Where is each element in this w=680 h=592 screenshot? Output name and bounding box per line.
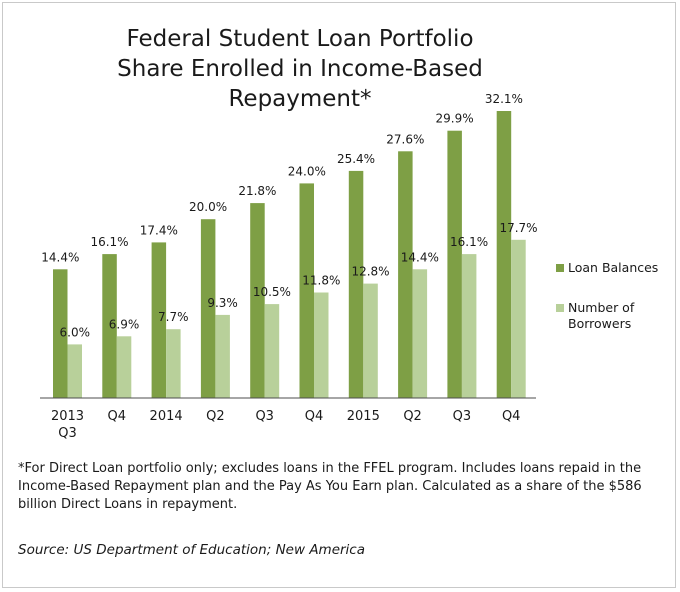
legend-label-number-of-borrowers: Number of Borrowers	[568, 300, 634, 332]
bar-loan-balances	[53, 269, 68, 398]
bar-number-of-borrowers	[363, 283, 378, 398]
chart-bar-labels: 14.4% 6.0% 16.1% 6.9% 17.4% 7.7% 20.0% 9.3% 21.8…	[41, 92, 537, 339]
legend-swatch-loan-balances	[556, 264, 564, 272]
chart-title-line-3: Repayment*	[228, 86, 372, 112]
bar-number-of-borrowers	[264, 304, 280, 398]
bar-loan-balances	[250, 203, 265, 398]
legend-label-loan-balances: Loan Balances	[568, 260, 658, 276]
data-label: 9.3%	[207, 296, 238, 310]
data-label: 16.1%	[90, 235, 128, 249]
bar-number-of-borrowers	[215, 314, 230, 398]
x-tick-label: 2015	[347, 409, 380, 424]
data-label: 16.1%	[450, 235, 488, 249]
bar-loan-balances	[348, 170, 364, 398]
data-label: 10.5%	[253, 285, 291, 299]
x-tick-label: 2014	[150, 409, 183, 424]
bar-number-of-borrowers	[314, 292, 329, 398]
data-label: 32.1%	[485, 92, 523, 106]
x-tick-label: Q2	[206, 409, 225, 424]
bar-loan-balances	[447, 130, 462, 398]
bar-number-of-borrowers	[116, 336, 132, 398]
chart-source: Source: US Department of Education; New …	[18, 542, 366, 558]
bar-loan-balances	[398, 151, 413, 398]
legend-label-line: Borrowers	[568, 316, 632, 331]
data-label: 14.4%	[401, 250, 439, 264]
x-tick-label: Q3	[255, 409, 274, 424]
legend-label-line: Number of	[568, 300, 635, 315]
data-label: 12.8%	[351, 265, 389, 279]
chart-title: Federal Student Loan Portfolio Share Enr…	[60, 24, 540, 114]
bar-number-of-borrowers	[166, 329, 181, 398]
bar-loan-balances	[151, 242, 167, 398]
x-tick-label: Q3	[453, 409, 472, 424]
data-label: 17.4%	[140, 223, 178, 237]
x-tick-labels: 2013 Q3 Q4 2014 Q2 Q3 Q4 2015 Q2 Q3 Q4	[51, 409, 521, 441]
bar-number-of-borrowers	[412, 269, 428, 398]
data-label: 20.0%	[189, 200, 227, 214]
bar-number-of-borrowers	[511, 239, 526, 398]
legend-swatch-number-of-borrowers	[556, 304, 564, 312]
x-tick-label: 2013	[51, 409, 84, 424]
chart-footnote: *For Direct Loan portfolio only; exclude…	[18, 461, 642, 512]
x-tick-label: Q4	[108, 409, 127, 424]
data-label: 27.6%	[386, 132, 424, 146]
x-tick-label: Q4	[502, 409, 521, 424]
data-label: 6.0%	[60, 325, 91, 339]
legend-item-number-of-borrowers: Number of Borrowers	[556, 300, 634, 332]
bar-number-of-borrowers	[461, 254, 477, 398]
data-label: 6.9%	[109, 317, 140, 331]
chart-bars	[53, 111, 526, 398]
data-label: 11.8%	[302, 274, 340, 288]
data-label: 29.9%	[436, 112, 474, 126]
bar-loan-balances	[102, 254, 117, 398]
x-tick-label: Q3	[58, 426, 77, 441]
legend-item-loan-balances: Loan Balances	[556, 260, 658, 276]
data-label: 7.7%	[158, 310, 189, 324]
bar-loan-balances	[496, 111, 512, 398]
data-label: 25.4%	[337, 152, 375, 166]
x-tick-label: Q2	[403, 409, 422, 424]
data-label: 14.4%	[41, 250, 79, 264]
chart-title-line-1: Federal Student Loan Portfolio	[126, 26, 474, 52]
x-tick-label: Q4	[305, 409, 324, 424]
chart-title-line-2: Share Enrolled in Income-Based	[117, 56, 483, 82]
data-label: 21.8%	[238, 184, 276, 198]
legend-label-line: Loan Balances	[568, 260, 659, 275]
data-label: 17.7%	[499, 221, 537, 235]
bar-loan-balances	[200, 219, 216, 398]
data-label: 24.0%	[288, 164, 326, 178]
bar-number-of-borrowers	[67, 344, 82, 398]
bar-loan-balances	[299, 183, 314, 398]
